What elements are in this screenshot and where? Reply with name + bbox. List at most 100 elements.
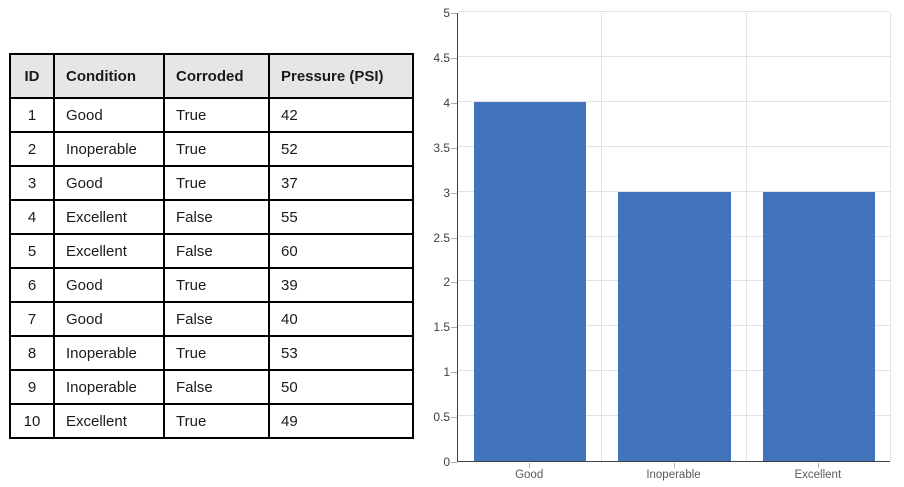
table-row: 2 Inoperable True 52 [9,131,414,167]
table-cell: 49 [268,403,414,439]
y-axis-tick-label: 2 [443,275,450,290]
y-axis-tick-mark [451,417,457,419]
table-cell: 52 [268,131,414,167]
horizontal-gridline [458,11,890,12]
table-row: 8 Inoperable True 53 [9,335,414,371]
y-axis-tick-label: 2.5 [433,230,450,245]
table-cell: 55 [268,199,414,235]
table-cell: Excellent [53,233,165,269]
x-axis-category-label: Inoperable [646,469,701,481]
table-cell: 2 [9,131,55,167]
y-axis-tick-mark [451,192,457,194]
table-row: 1 Good True 42 [9,97,414,133]
bar-excellent [762,191,876,461]
table-cell: 53 [268,335,414,371]
table-cell: True [163,131,270,167]
table-cell: False [163,301,270,337]
table-cell: False [163,233,270,269]
y-axis-tick-label: 0.5 [433,410,450,425]
y-axis-tick-mark [451,13,457,14]
table-cell: Inoperable [53,369,165,405]
vertical-gridline [890,13,891,461]
column-header: Condition [53,53,165,99]
table-cell: 5 [9,233,55,269]
table-cell: True [163,335,270,371]
x-axis-tick-mark [673,463,675,468]
y-axis-tick-label: 5 [443,6,450,20]
table-cell: 39 [268,267,414,303]
table-cell: 60 [268,233,414,269]
table-cell: 3 [9,165,55,201]
table-row: 4 Excellent False 55 [9,199,414,235]
y-axis-tick-label: 1.5 [433,320,450,335]
bar-inoperable [618,191,731,461]
vertical-gridline [601,13,603,461]
table-cell: Good [53,267,165,303]
horizontal-gridline [458,55,890,57]
x-axis-tick-mark [817,463,819,468]
table-header-row: ID Condition Corroded Pressure (PSI) [9,53,414,99]
vertical-gridline [745,13,747,461]
horizontal-gridline [458,100,890,102]
table-cell: 9 [9,369,55,405]
table-cell: Inoperable [53,131,165,167]
table-cell: 7 [9,301,55,337]
y-axis-tick-mark [451,57,457,59]
chart-plot-area [457,11,891,462]
y-axis-tick-mark [451,147,457,149]
table-cell: 50 [268,369,414,405]
pipe-data-table: ID Condition Corroded Pressure (PSI) 1 Good T… [9,53,414,439]
table-row: 3 Good True 37 [9,165,414,201]
table-cell: 8 [9,335,55,371]
table-cell: Excellent [53,403,165,439]
x-axis-category-label: Excellent [794,469,842,481]
table-cell: Good [53,301,165,337]
table-cell: Good [53,97,165,133]
column-header: Corroded [163,53,270,99]
x-axis-tick-mark [529,463,531,468]
table-cell: True [163,97,270,133]
table-cell: 42 [268,97,414,133]
table-cell: True [163,165,270,201]
y-axis-tick-label: 4 [443,95,450,110]
table-row: 5 Excellent False 60 [9,233,414,269]
table-cell: 10 [9,403,55,439]
y-axis-tick-label: 1 [443,365,450,380]
y-axis-tick-label: 4.5 [433,50,450,65]
y-axis-tick-label: 3.5 [433,140,450,155]
y-axis-tick-mark [451,237,457,239]
table-cell: True [163,267,270,303]
table-cell: True [163,403,270,439]
bar-good [473,101,587,461]
table-cell: False [163,369,270,405]
column-header: ID [9,53,55,99]
table-cell: Excellent [53,199,165,235]
horizontal-gridline [458,145,890,147]
table-cell: Inoperable [53,335,165,371]
table-row: 9 Inoperable False 50 [9,369,414,405]
y-axis-tick-mark [451,282,457,284]
table-row: 10 Excellent True 49 [9,403,414,439]
y-axis-tick-mark [451,462,457,463]
y-axis-tick-mark [451,327,457,329]
column-header: Pressure (PSI) [268,53,414,99]
table-cell: 6 [9,267,55,303]
table-row: 6 Good True 39 [9,267,414,303]
x-axis-category-label: Good [515,469,544,481]
y-axis-tick-mark [451,372,457,374]
y-axis-tick-label: 3 [443,185,450,200]
condition-count-bar-chart: 0 0.5 1 1.5 2 2.5 3 3.5 4 4.5 5 Good Inoperable Excel… [420,0,904,487]
table-cell: 1 [9,97,55,133]
y-axis-tick-label: 0 [443,455,450,469]
table-cell: False [163,199,270,235]
table-cell: Good [53,165,165,201]
table-cell: 4 [9,199,55,235]
table-body: 1 Good True 42 2 Inoperable True 52 3 Good True 37 4… [9,97,414,439]
y-axis-tick-mark [451,102,457,104]
horizontal-gridline [458,190,890,192]
table-cell: 40 [268,301,414,337]
table-head: ID Condition Corroded Pressure (PSI) [9,53,414,99]
table-row: 7 Good False 40 [9,301,414,337]
table-cell: 37 [268,165,414,201]
